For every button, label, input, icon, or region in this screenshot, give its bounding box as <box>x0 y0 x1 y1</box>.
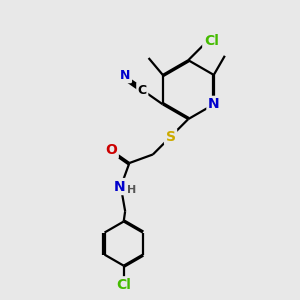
Text: Cl: Cl <box>204 34 219 48</box>
Text: C: C <box>138 83 147 97</box>
Text: Cl: Cl <box>116 278 131 292</box>
Text: N: N <box>113 180 125 194</box>
Text: H: H <box>128 184 136 194</box>
Text: N: N <box>208 98 220 111</box>
Text: S: S <box>166 130 176 144</box>
Text: O: O <box>105 143 117 158</box>
Text: N: N <box>120 69 130 82</box>
